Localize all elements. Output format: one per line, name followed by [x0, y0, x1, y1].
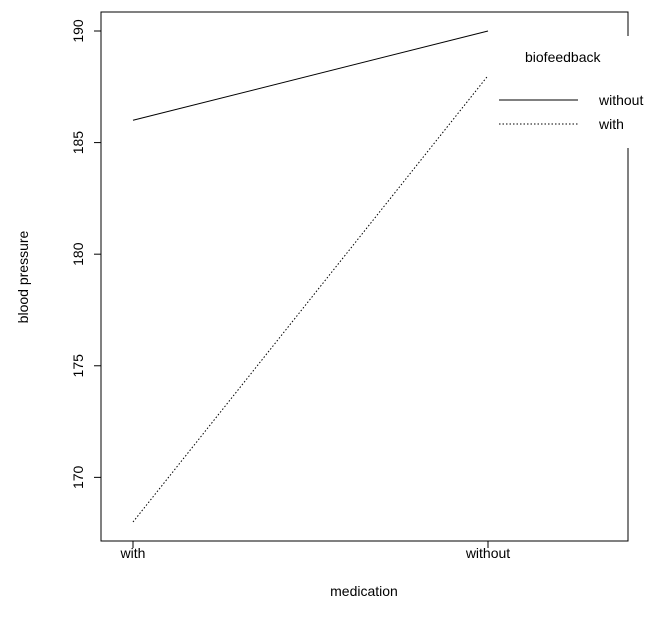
y-tick-label: 180 — [70, 242, 86, 266]
x-axis-label: medication — [330, 583, 398, 599]
legend-title: biofeedback — [525, 49, 602, 65]
legend-label-with: with — [598, 116, 624, 132]
plot-frame — [100, 11, 629, 542]
y-axis: 170 175 180 185 190 — [70, 19, 101, 489]
series-line-without — [132, 30, 489, 121]
series-line-with — [132, 75, 489, 523]
x-tick-label: with — [120, 545, 146, 561]
y-tick-label: 170 — [70, 465, 86, 489]
series-lines — [132, 30, 489, 523]
y-tick-label: 190 — [70, 19, 86, 43]
x-tick-label: without — [465, 545, 510, 561]
legend-background — [492, 36, 642, 148]
legend-label-without: without — [598, 92, 643, 108]
legend-entries: without with — [499, 92, 643, 132]
x-axis: with without — [120, 541, 510, 561]
y-tick-label: 175 — [70, 354, 86, 378]
y-tick-label: 185 — [70, 131, 86, 155]
y-axis-label: blood pressure — [15, 230, 31, 323]
legend: biofeedback without with — [492, 36, 643, 148]
